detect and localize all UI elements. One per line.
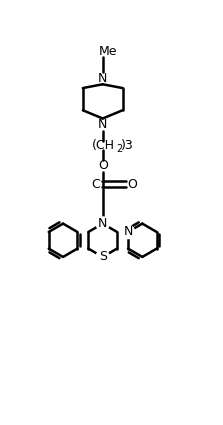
Text: N: N xyxy=(98,118,107,131)
Text: C: C xyxy=(92,178,100,191)
Text: 2: 2 xyxy=(116,144,123,154)
Text: O: O xyxy=(128,178,137,191)
Circle shape xyxy=(121,225,135,238)
Text: Me: Me xyxy=(99,45,118,58)
Text: O: O xyxy=(98,159,108,172)
Text: N: N xyxy=(98,71,107,85)
Text: (CH: (CH xyxy=(92,139,115,152)
Text: N: N xyxy=(98,217,107,230)
Circle shape xyxy=(96,217,109,230)
Text: N: N xyxy=(123,225,133,238)
Text: S: S xyxy=(99,250,107,264)
Circle shape xyxy=(96,250,109,264)
Text: )3: )3 xyxy=(121,139,134,152)
